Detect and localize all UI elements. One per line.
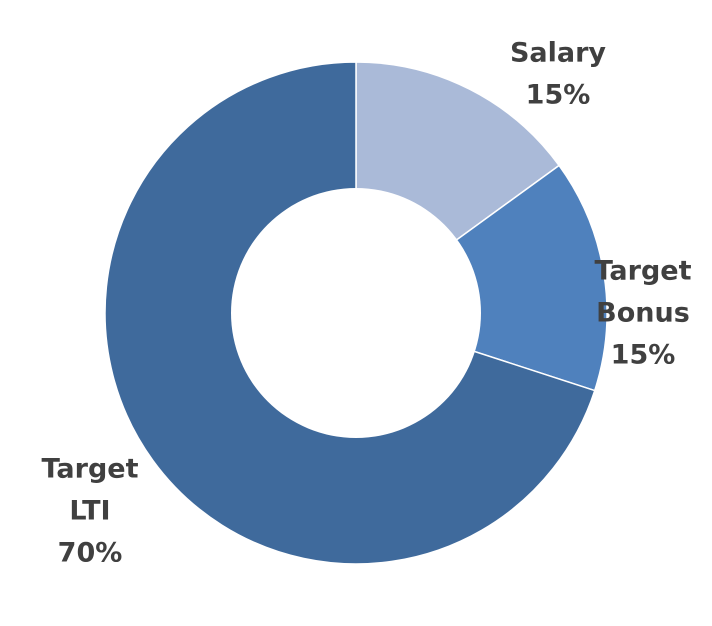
slice-value-label: 70% [58,538,123,569]
slice-name-line: Bonus [596,298,690,329]
slice-label-target-bonus: Target Bonus 15% [594,256,691,371]
donut-hole [231,188,481,438]
slice-value-label: 15% [526,80,591,111]
slice-name-line: Salary [510,38,606,69]
slice-value-label: 15% [611,340,676,371]
slice-labels: Salary 15% Target Bonus 15% Target LTI 70% [41,38,691,569]
slice-label-salary: Salary 15% [510,38,606,111]
slice-label-target-lti: Target LTI 70% [41,454,138,569]
slice-name-line: LTI [69,496,110,527]
slice-target-bonus [354,164,608,392]
slice-name-line: Target [41,454,138,485]
slice-name-line: Target [594,256,691,287]
